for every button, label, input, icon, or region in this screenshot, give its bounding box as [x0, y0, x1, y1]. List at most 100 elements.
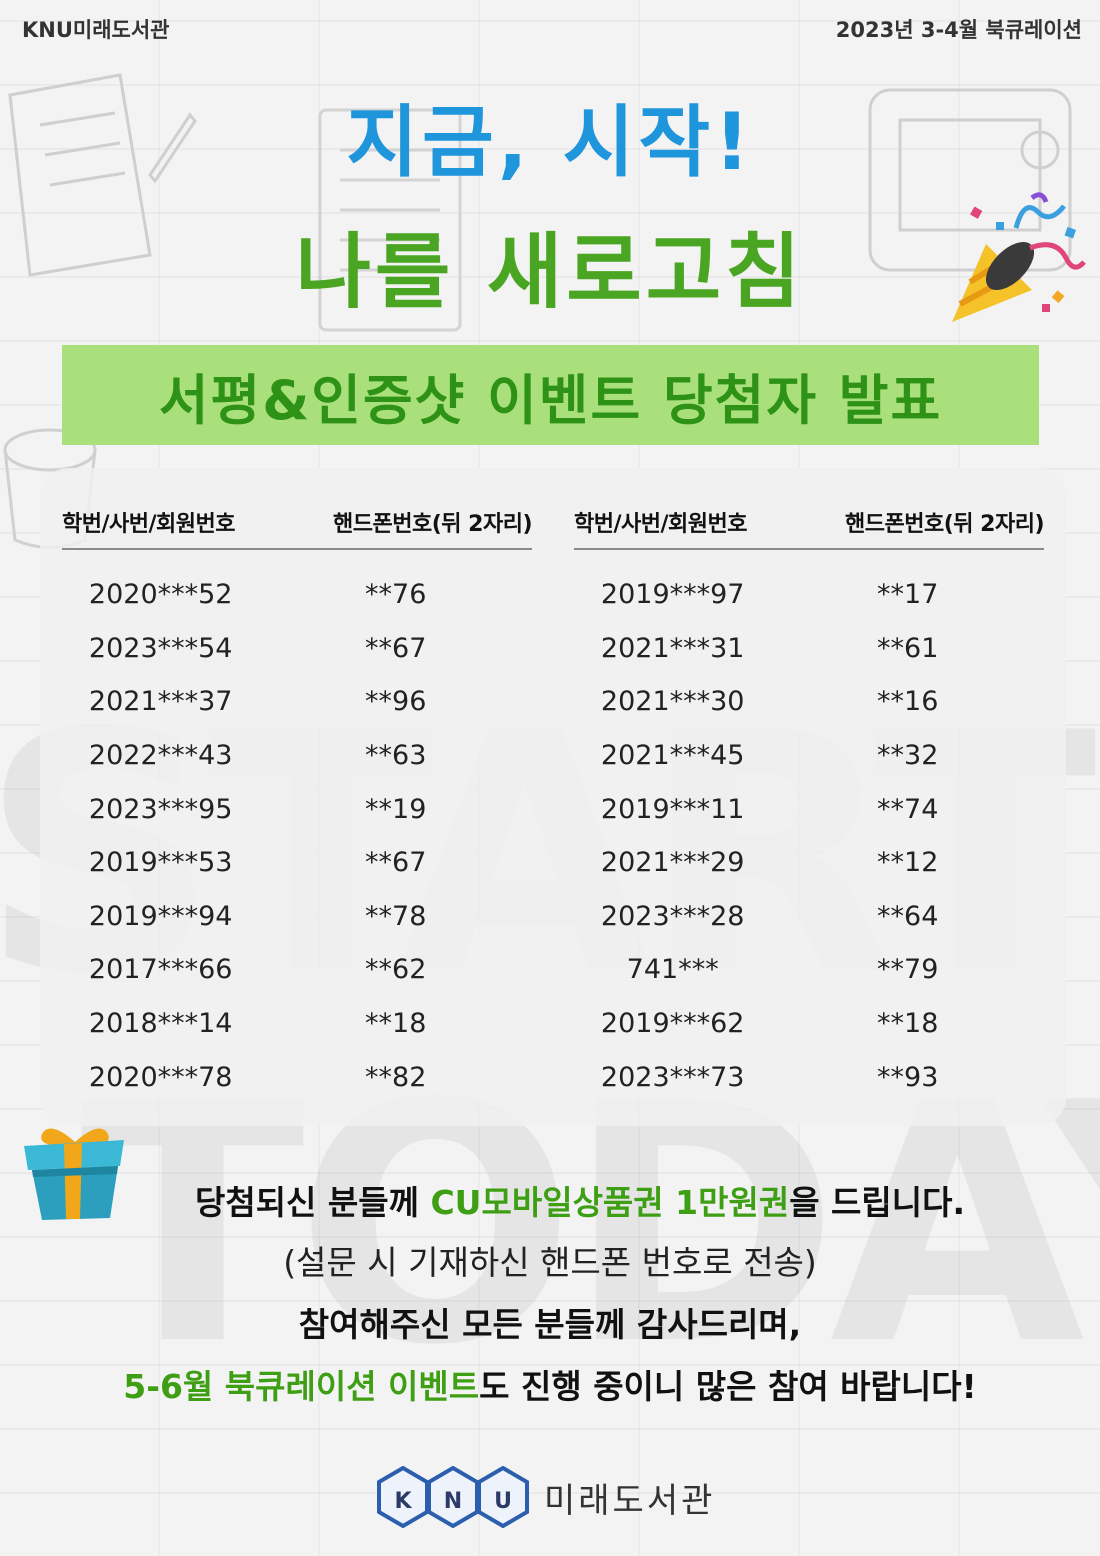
phone-suffix: **12	[877, 847, 939, 879]
member-id: 2022***43	[88, 740, 233, 772]
table-header: 학번/사번/회원번호 핸드폰번호(뒤 2자리)	[574, 496, 1045, 550]
table-body: 2019***97 **17 2021***31 **61 2021***30 **16 2…	[574, 568, 1044, 1104]
table-row: 2018***14 **18	[62, 997, 532, 1051]
footer-logo: K N U 미래도서관	[376, 1466, 715, 1528]
party-popper-icon	[952, 192, 1086, 322]
phone-suffix: **78	[365, 900, 427, 932]
member-id: 2023***54	[88, 632, 233, 664]
phone-suffix: **17	[877, 579, 939, 611]
table-row: 2019***11 **74	[574, 782, 1044, 836]
winners-table-left: 학번/사번/회원번호 핸드폰번호(뒤 2자리) 2020***52 **76 202…	[62, 496, 533, 1104]
table-row: 2023***95 **19	[62, 782, 532, 836]
table-row: 2021***31 **61	[574, 622, 1044, 676]
phone-suffix: **19	[365, 793, 427, 825]
member-id: 2017***66	[88, 954, 233, 986]
member-id: 2019***11	[600, 793, 745, 825]
table-row: 2021***30 **16	[574, 675, 1044, 729]
member-id: 2023***28	[600, 900, 745, 932]
next-event-name: 5-6월 북큐레이션 이벤트	[123, 1367, 480, 1406]
phone-column-header: 핸드폰번호(뒤 2자리)	[333, 512, 533, 537]
winners-panel	[40, 468, 1066, 1126]
knu-hexagon-logo: K N U	[376, 1466, 529, 1528]
phone-suffix: **76	[365, 579, 427, 611]
phone-suffix: **67	[365, 632, 427, 664]
monitor-doodle	[868, 88, 1072, 272]
phone-suffix: **63	[365, 740, 427, 772]
member-id: 2021***31	[600, 632, 745, 664]
library-logo-label: 미래도서관	[544, 1480, 716, 1521]
table-row: 2019***62 **18	[574, 997, 1044, 1051]
member-id: 2021***45	[600, 740, 745, 772]
table-row: 2022***43 **63	[62, 729, 532, 783]
id-column-header: 학번/사번/회원번호	[574, 512, 748, 537]
banner-title: 서평&인증샷 이벤트 당첨자 발표	[158, 368, 943, 432]
phone-suffix: **82	[365, 1061, 427, 1093]
table-row: 2021***29 **12	[574, 836, 1044, 890]
phone-suffix: **16	[877, 686, 939, 718]
table-row: 2021***37 **96	[62, 675, 532, 729]
library-name: KNU미래도서관	[22, 18, 170, 42]
phone-suffix: **18	[877, 1008, 939, 1040]
document-doodle	[318, 108, 462, 332]
member-id: 2018***14	[88, 1008, 233, 1040]
member-id: 741***	[626, 954, 719, 986]
phone-suffix: **93	[877, 1061, 939, 1093]
phone-column-header: 핸드폰번호(뒤 2자리)	[845, 512, 1045, 537]
table-row: 2019***53 **67	[62, 836, 532, 890]
table-row: 741*** **79	[574, 943, 1044, 997]
member-id: 2019***53	[88, 847, 233, 879]
member-id: 2023***73	[600, 1061, 745, 1093]
prize-name: CU모바일상품권 1만원권	[430, 1183, 790, 1222]
member-id: 2019***94	[88, 900, 233, 932]
member-id: 2019***97	[600, 579, 745, 611]
table-row: 2017***66 **62	[62, 943, 532, 997]
gift-box-icon	[24, 1128, 124, 1220]
winners-table-right: 학번/사번/회원번호 핸드폰번호(뒤 2자리) 2019***97 **17 202…	[574, 496, 1045, 1104]
table-row: 2023***73 **93	[574, 1050, 1044, 1104]
thanks-message: 참여해주신 모든 분들께 감사드리며,	[298, 1305, 802, 1344]
phone-suffix: **79	[877, 954, 939, 986]
phone-suffix: **96	[365, 686, 427, 718]
hex-n: N	[427, 1466, 479, 1528]
table-body: 2020***52 **76 2023***54 **67 2021***37 **96 2…	[62, 568, 532, 1104]
curation-period: 2023년 3-4월 북큐레이션	[835, 18, 1082, 42]
phone-suffix: **61	[877, 632, 939, 664]
headline-line1: 지금, 시작!	[346, 98, 754, 188]
delivery-note: (설문 시 기재하신 핸드폰 번호로 전송)	[283, 1243, 817, 1282]
table-row: 2020***52 **76	[62, 568, 532, 622]
table-row: 2019***97 **17	[574, 568, 1044, 622]
member-id: 2023***95	[88, 793, 233, 825]
headline-line2: 나를 새로고침	[295, 225, 805, 320]
member-id: 2020***52	[88, 579, 233, 611]
member-id: 2021***37	[88, 686, 233, 718]
member-id: 2021***30	[600, 686, 745, 718]
table-row: 2021***45 **32	[574, 729, 1044, 783]
phone-suffix: **62	[365, 954, 427, 986]
phone-suffix: **32	[877, 740, 939, 772]
prize-suffix: 을 드립니다.	[789, 1183, 966, 1222]
notebook-doodle	[8, 73, 197, 277]
member-id: 2019***62	[600, 1008, 745, 1040]
phone-suffix: **74	[877, 793, 939, 825]
announcement-banner: 서평&인증샷 이벤트 당첨자 발표	[62, 345, 1039, 445]
prize-message: 당첨되신 분들께 CU모바일상품권 1만원권을 드립니다.	[0, 1176, 1100, 1224]
id-column-header: 학번/사번/회원번호	[62, 512, 236, 537]
logo-letter-k: K	[394, 1489, 412, 1514]
member-id: 2021***29	[600, 847, 745, 879]
logo-letter-u: U	[494, 1489, 512, 1514]
member-id: 2020***78	[88, 1061, 233, 1093]
table-row: 2023***28 **64	[574, 890, 1044, 944]
next-event-message: 5-6월 북큐레이션 이벤트도 진행 중이니 많은 참여 바랍니다!	[0, 1360, 1100, 1408]
phone-suffix: **64	[877, 900, 939, 932]
table-row: 2023***54 **67	[62, 622, 532, 676]
table-header: 학번/사번/회원번호 핸드폰번호(뒤 2자리)	[62, 496, 533, 550]
table-row: 2020***78 **82	[62, 1050, 532, 1104]
phone-suffix: **67	[365, 847, 427, 879]
hex-k: K	[377, 1466, 429, 1528]
table-row: 2019***94 **78	[62, 890, 532, 944]
logo-letter-n: N	[444, 1489, 462, 1514]
hex-u: U	[477, 1466, 529, 1528]
next-event-suffix: 도 진행 중이니 많은 참여 바랍니다!	[479, 1367, 977, 1406]
phone-suffix: **18	[365, 1008, 427, 1040]
prize-intro: 당첨되신 분들께	[194, 1183, 431, 1222]
